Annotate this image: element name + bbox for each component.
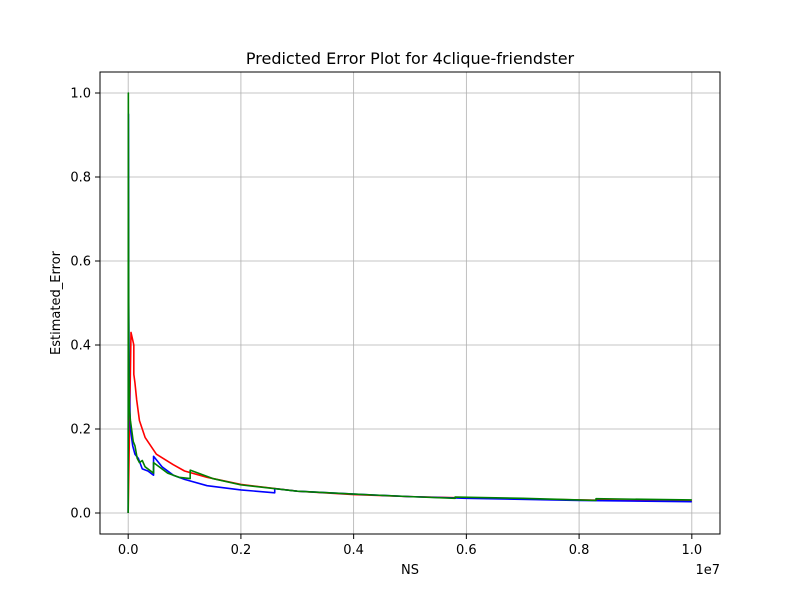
y-axis-ticks: 0.0 0.2 0.4 0.6 0.8 1.0 [70, 87, 100, 522]
series-line-3 [127, 92, 692, 514]
y-tick-label: 0.2 [70, 423, 91, 438]
y-tick-label: 0.0 [70, 507, 91, 522]
x-axis-label: NS [401, 563, 419, 578]
series-group [127, 92, 692, 514]
y-tick-label: 0.8 [70, 171, 91, 186]
plot-frame [99, 71, 721, 535]
x-tick-label: 0.8 [569, 543, 590, 558]
y-tick-label: 0.6 [70, 255, 91, 270]
x-tick-label: 0.2 [231, 543, 252, 558]
x-axis-ticks: 0.0 0.2 0.4 0.6 0.8 1.0 [118, 534, 702, 558]
x-axis-offset-label: 1e7 [695, 563, 720, 578]
y-tick-label: 1.0 [70, 87, 91, 102]
y-axis-label: Estimated_Error [49, 250, 64, 355]
chart-title: Predicted Error Plot for 4clique-friends… [246, 49, 575, 68]
series-line-2 [127, 113, 692, 514]
grid [100, 72, 720, 534]
x-tick-label: 0.0 [118, 543, 139, 558]
x-tick-label: 0.4 [343, 543, 364, 558]
y-tick-label: 0.4 [70, 339, 91, 354]
x-tick-label: 1.0 [681, 543, 702, 558]
x-tick-label: 0.6 [456, 543, 477, 558]
